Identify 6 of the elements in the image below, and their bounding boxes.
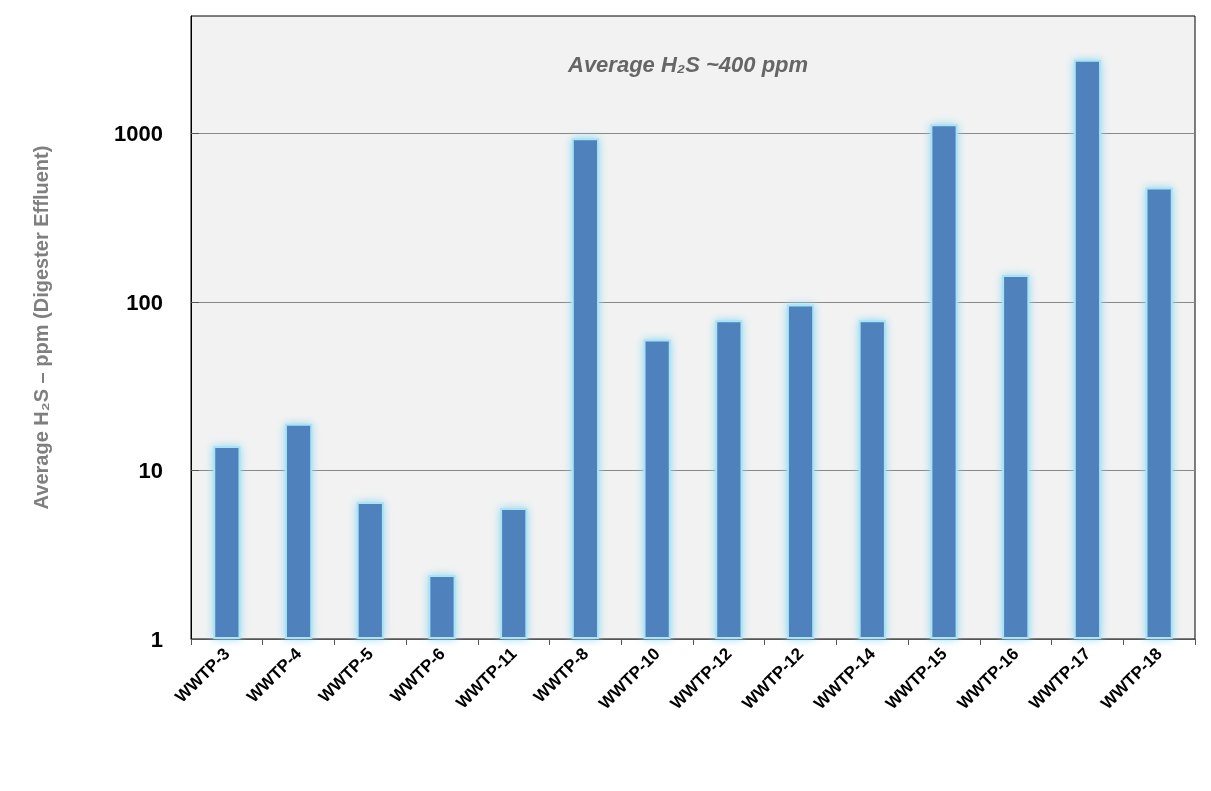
y-axis-title: Average H₂S – ppm (Digester Effluent) bbox=[30, 145, 52, 510]
y-tick-label: 100 bbox=[126, 289, 163, 315]
y-tick-label: 1 bbox=[150, 626, 163, 652]
y-tick-label: 10 bbox=[138, 458, 163, 484]
annotation: Average H₂S ~400 ppm bbox=[567, 51, 809, 77]
y-tick-label: 1000 bbox=[114, 121, 163, 147]
